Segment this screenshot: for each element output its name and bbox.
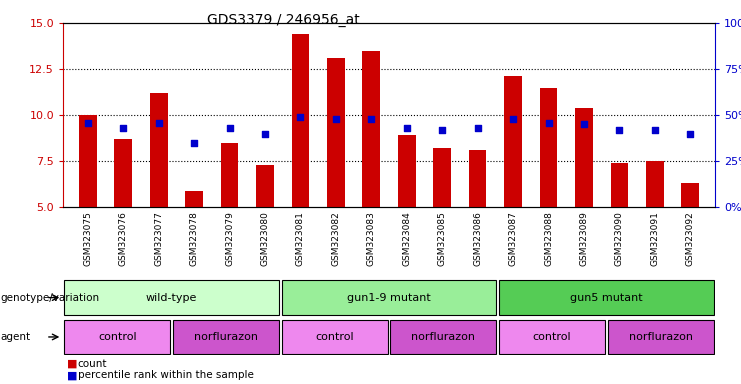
Point	[365, 116, 377, 122]
Point	[649, 127, 661, 133]
Text: norflurazon: norflurazon	[194, 332, 258, 342]
Text: GSM323090: GSM323090	[615, 211, 624, 266]
Bar	[646, 161, 664, 207]
Bar	[150, 93, 167, 207]
Text: GSM323077: GSM323077	[154, 211, 163, 266]
Text: GSM323082: GSM323082	[331, 211, 340, 266]
Text: agent: agent	[1, 332, 31, 342]
Bar	[682, 184, 699, 207]
Bar	[499, 320, 605, 354]
Text: GSM323076: GSM323076	[119, 211, 127, 266]
Point	[82, 119, 93, 126]
Text: GDS3379 / 246956_at: GDS3379 / 246956_at	[207, 13, 360, 27]
Bar	[114, 139, 132, 207]
Bar	[79, 115, 96, 207]
Point	[578, 121, 590, 127]
Text: GSM323088: GSM323088	[544, 211, 553, 266]
Bar	[499, 280, 714, 315]
Text: GSM323086: GSM323086	[473, 211, 482, 266]
Text: wild-type: wild-type	[146, 293, 197, 303]
Point	[436, 127, 448, 133]
Text: GSM323092: GSM323092	[685, 211, 695, 266]
Text: percentile rank within the sample: percentile rank within the sample	[78, 370, 253, 380]
Point	[294, 114, 306, 120]
Bar	[362, 51, 380, 207]
Bar	[256, 165, 274, 207]
Point	[685, 131, 697, 137]
Bar	[221, 143, 239, 207]
Text: GSM323091: GSM323091	[651, 211, 659, 266]
Bar	[327, 58, 345, 207]
Bar	[611, 163, 628, 207]
Point	[401, 125, 413, 131]
Text: GSM323087: GSM323087	[508, 211, 517, 266]
Text: gun1-9 mutant: gun1-9 mutant	[347, 293, 431, 303]
Text: norflurazon: norflurazon	[628, 332, 693, 342]
Text: GSM323089: GSM323089	[579, 211, 588, 266]
Point	[472, 125, 484, 131]
Point	[614, 127, 625, 133]
Point	[188, 140, 200, 146]
Text: genotype/variation: genotype/variation	[1, 293, 100, 303]
Point	[507, 116, 519, 122]
Text: GSM323081: GSM323081	[296, 211, 305, 266]
Text: GSM323080: GSM323080	[261, 211, 270, 266]
Bar	[539, 88, 557, 207]
Bar	[398, 136, 416, 207]
Text: control: control	[316, 332, 354, 342]
Text: GSM323085: GSM323085	[438, 211, 447, 266]
Text: gun5 mutant: gun5 mutant	[570, 293, 642, 303]
Bar	[173, 320, 279, 354]
Text: GSM323078: GSM323078	[190, 211, 199, 266]
Bar	[575, 108, 593, 207]
Point	[259, 131, 271, 137]
Bar	[391, 320, 496, 354]
Bar	[64, 280, 279, 315]
Bar	[291, 34, 309, 207]
Bar	[282, 320, 388, 354]
Text: norflurazon: norflurazon	[411, 332, 476, 342]
Text: GSM323079: GSM323079	[225, 211, 234, 266]
Text: control: control	[533, 332, 571, 342]
Point	[542, 119, 554, 126]
Text: GSM323083: GSM323083	[367, 211, 376, 266]
Text: ■: ■	[67, 370, 77, 380]
Point	[117, 125, 129, 131]
Point	[153, 119, 165, 126]
Bar	[469, 150, 487, 207]
Text: count: count	[78, 359, 107, 369]
Point	[330, 116, 342, 122]
Text: GSM323075: GSM323075	[83, 211, 93, 266]
Bar	[282, 280, 496, 315]
Bar	[64, 320, 170, 354]
Bar	[504, 76, 522, 207]
Bar	[433, 148, 451, 207]
Text: control: control	[98, 332, 136, 342]
Text: ■: ■	[67, 359, 77, 369]
Point	[224, 125, 236, 131]
Bar	[608, 320, 714, 354]
Text: GSM323084: GSM323084	[402, 211, 411, 266]
Bar	[185, 191, 203, 207]
